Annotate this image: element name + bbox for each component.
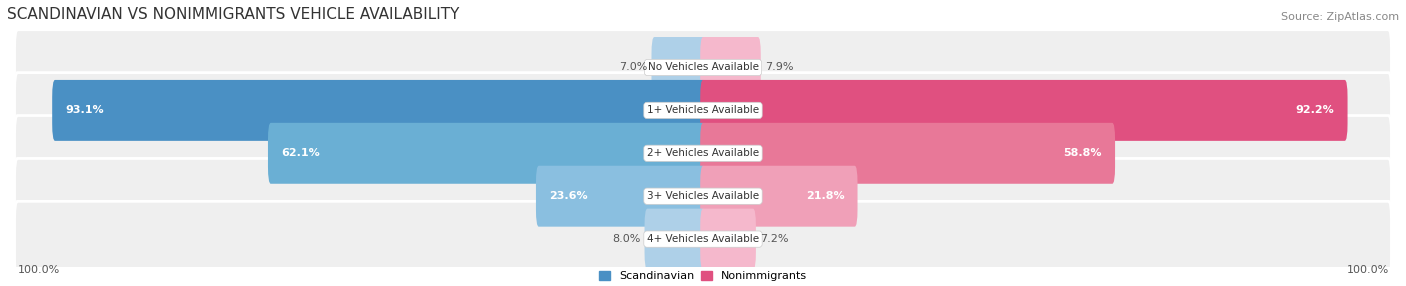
FancyBboxPatch shape — [536, 166, 706, 227]
FancyBboxPatch shape — [700, 209, 756, 270]
FancyBboxPatch shape — [14, 158, 1392, 234]
Text: 1+ Vehicles Available: 1+ Vehicles Available — [647, 106, 759, 115]
Legend: Scandinavian, Nonimmigrants: Scandinavian, Nonimmigrants — [599, 271, 807, 281]
Text: 23.6%: 23.6% — [550, 191, 588, 201]
FancyBboxPatch shape — [700, 123, 1115, 184]
Text: 8.0%: 8.0% — [612, 234, 640, 244]
FancyBboxPatch shape — [52, 80, 706, 141]
Text: 4+ Vehicles Available: 4+ Vehicles Available — [647, 234, 759, 244]
Text: 2+ Vehicles Available: 2+ Vehicles Available — [647, 148, 759, 158]
FancyBboxPatch shape — [14, 201, 1392, 277]
Text: 100.0%: 100.0% — [1347, 265, 1389, 275]
FancyBboxPatch shape — [14, 73, 1392, 148]
Text: 58.8%: 58.8% — [1063, 148, 1102, 158]
Text: 62.1%: 62.1% — [281, 148, 321, 158]
Text: 7.9%: 7.9% — [765, 62, 793, 72]
FancyBboxPatch shape — [700, 37, 761, 98]
FancyBboxPatch shape — [14, 116, 1392, 191]
Text: 3+ Vehicles Available: 3+ Vehicles Available — [647, 191, 759, 201]
FancyBboxPatch shape — [700, 80, 1347, 141]
Text: SCANDINAVIAN VS NONIMMIGRANTS VEHICLE AVAILABILITY: SCANDINAVIAN VS NONIMMIGRANTS VEHICLE AV… — [7, 7, 460, 22]
Text: 7.2%: 7.2% — [761, 234, 789, 244]
Text: No Vehicles Available: No Vehicles Available — [648, 62, 758, 72]
Text: 93.1%: 93.1% — [66, 106, 104, 115]
FancyBboxPatch shape — [700, 166, 858, 227]
FancyBboxPatch shape — [651, 37, 706, 98]
Text: 92.2%: 92.2% — [1295, 106, 1334, 115]
FancyBboxPatch shape — [14, 30, 1392, 105]
FancyBboxPatch shape — [269, 123, 706, 184]
Text: 100.0%: 100.0% — [17, 265, 59, 275]
Text: 21.8%: 21.8% — [806, 191, 844, 201]
FancyBboxPatch shape — [644, 209, 706, 270]
Text: 7.0%: 7.0% — [619, 62, 647, 72]
Text: Source: ZipAtlas.com: Source: ZipAtlas.com — [1281, 12, 1399, 22]
